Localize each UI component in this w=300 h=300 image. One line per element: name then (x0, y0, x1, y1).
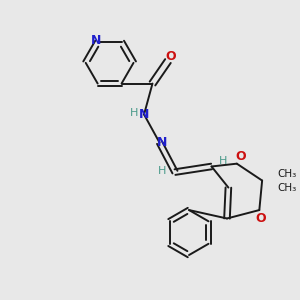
Text: O: O (165, 50, 176, 63)
Text: H: H (219, 156, 227, 166)
Text: N: N (91, 34, 101, 47)
Text: CH₃: CH₃ (278, 169, 297, 178)
Text: O: O (236, 150, 246, 163)
Text: CH₃: CH₃ (278, 183, 297, 193)
Text: O: O (255, 212, 266, 225)
Text: H: H (130, 108, 138, 118)
Text: N: N (157, 136, 167, 149)
Text: H: H (158, 166, 166, 176)
Text: N: N (139, 108, 149, 121)
